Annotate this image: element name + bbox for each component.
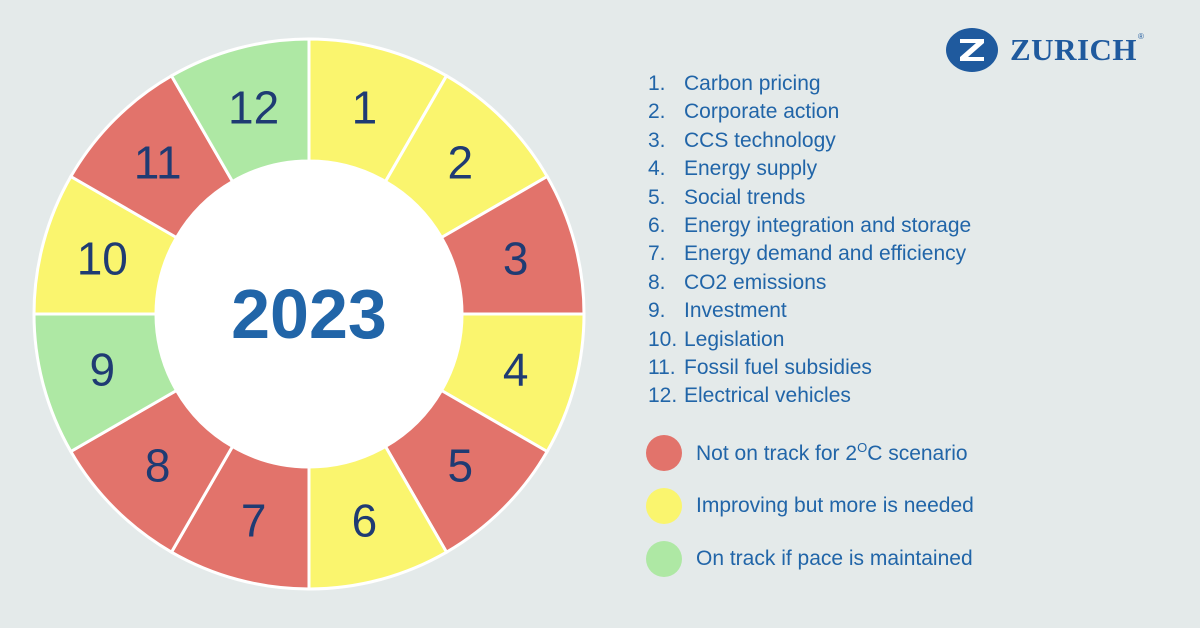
list-item-label: Social trends [684, 185, 806, 209]
list-item-number: 11. [648, 355, 676, 379]
green-swatch-icon [646, 541, 682, 577]
list-item: 6. Energy integration and storage [648, 212, 971, 240]
list-item: 3. CCS technology [648, 127, 971, 155]
status-label-improving: Improving but more is needed [696, 494, 974, 517]
zurich-wordmark: ZURICH [1010, 32, 1138, 67]
status-legend-not-on-track: Not on track for 2OC scenario [646, 434, 974, 472]
list-item-label: CO2 emissions [684, 270, 827, 294]
wheel-segment-label: 8 [145, 439, 171, 491]
list-item-label: Electrical vehicles [684, 384, 851, 408]
wheel-segment-label: 12 [228, 81, 279, 133]
list-item: 1. Carbon pricing [648, 70, 971, 98]
red-swatch-icon [646, 435, 682, 471]
zurich-logo: ZURICH ® [944, 26, 1144, 74]
registered-mark: ® [1138, 32, 1144, 41]
list-item-number: 5. [648, 185, 666, 209]
wheel-segment-label: 2 [448, 137, 474, 189]
zurich-logo-icon [946, 28, 998, 72]
wheel-segment-label: 11 [134, 137, 182, 189]
list-item-number: 8. [648, 270, 666, 294]
list-item: 4. Energy supply [648, 155, 971, 183]
list-item-number: 7. [648, 242, 666, 266]
wheel-year-label: 2023 [231, 275, 387, 353]
list-item-label: Energy integration and storage [684, 213, 972, 237]
wheel-segment-label: 3 [503, 233, 529, 285]
list-item-number: 1. [648, 72, 666, 95]
wheel-segment-label: 4 [503, 343, 529, 395]
list-item-number: 9. [648, 299, 666, 323]
list-item-label: Investment [684, 299, 787, 323]
list-item: 9. Investment [648, 297, 971, 325]
list-item: 5. Social trends [648, 184, 971, 212]
list-item-label: Corporate action [684, 100, 840, 124]
list-item-number: 2. [648, 100, 666, 124]
list-item: 10. Legislation [648, 326, 971, 354]
wheel-segment-label: 1 [352, 81, 378, 133]
list-item-label: Legislation [684, 327, 785, 351]
wheel-segment-label: 9 [89, 343, 115, 395]
list-item-number: 6. [648, 213, 666, 237]
wheel-segment-label: 6 [352, 495, 378, 547]
wheel-center [156, 161, 462, 467]
list-item-label: Energy supply [684, 157, 818, 181]
status-legend-on-track: On track if pace is maintained [646, 540, 974, 578]
indicator-list: 1. Carbon pricing 2. Corporate action 3. CC… [648, 70, 971, 411]
list-item: 2. Corporate action [648, 98, 971, 126]
status-label-on-track: On track if pace is maintained [696, 547, 973, 570]
status-label-not-on-track: Not on track for 2OC scenario [696, 440, 968, 465]
list-item-label: CCS technology [684, 128, 836, 152]
wheel-segment-label: 7 [241, 495, 267, 547]
list-item: 11. Fossil fuel subsidies [648, 354, 971, 382]
list-item: 12. Electrical vehicles [648, 382, 971, 410]
yellow-swatch-icon [646, 488, 682, 524]
list-item: 8. CO2 emissions [648, 269, 971, 297]
list-item-number: 10. [648, 327, 678, 351]
wheel-segment-label: 10 [77, 233, 128, 285]
wheel-segment-label: 5 [448, 439, 474, 491]
list-item-label: Carbon pricing [684, 72, 821, 95]
list-item-number: 4. [648, 157, 666, 181]
list-item-label: Energy demand and efficiency [684, 242, 967, 266]
list-item-number: 12. [648, 384, 678, 408]
list-item: 7. Energy demand and efficiency [648, 240, 971, 268]
status-legend-improving: Improving but more is needed [646, 487, 974, 525]
status-legend: Not on track for 2OC scenario Improving … [646, 434, 974, 593]
list-item-label: Fossil fuel subsidies [684, 355, 872, 379]
list-item-number: 3. [648, 128, 666, 152]
